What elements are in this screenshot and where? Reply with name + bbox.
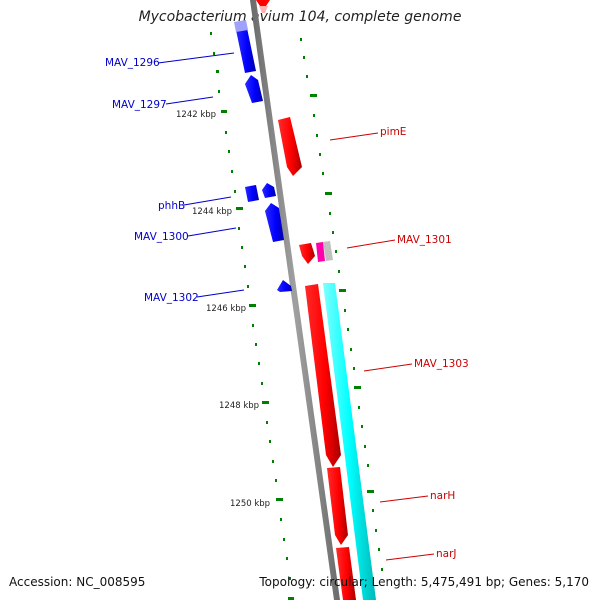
gene-MAV_1296 (236, 28, 256, 73)
gene-label-phhB[interactable]: phhB (158, 200, 185, 212)
gene-label-MAV_1296[interactable]: MAV_1296 (105, 57, 160, 69)
feature-pink (316, 242, 325, 262)
right-tick-track (300, 38, 383, 571)
genome-summary-text: Topology: circular; Length: 5,475,491 bp… (259, 575, 589, 589)
gene-MAV_1296-light (234, 20, 248, 32)
forward-label-lines (329, 132, 435, 561)
gene-label-narH[interactable]: narH (430, 490, 455, 502)
reverse-label-lines (157, 52, 245, 298)
accession-text: Accession: NC_008595 (9, 575, 146, 589)
gene-label-MAV_1300[interactable]: MAV_1300 (134, 231, 189, 243)
gene-MAV_1301 (299, 243, 315, 264)
gene-phhB-a (245, 185, 259, 202)
gene-label-MAV_1303[interactable]: MAV_1303 (414, 358, 469, 370)
gene-label-MAV_1302[interactable]: MAV_1302 (144, 292, 199, 304)
gene-MAV_1300 (265, 203, 284, 242)
kbp-label-1250: 1250 kbp (230, 499, 270, 509)
partial-gene-top-pink (259, 6, 268, 13)
kbp-label-1244: 1244 kbp (192, 207, 232, 217)
feature-gray (323, 241, 333, 261)
genome-backbone (250, 0, 340, 600)
gene-label-MAV_1301[interactable]: MAV_1301 (397, 234, 452, 246)
gene-MAV_1297 (245, 75, 263, 103)
map-title: Mycobacterium avium 104, complete genome (138, 9, 462, 25)
left-tick-track (210, 32, 294, 600)
kbp-label-1242: 1242 kbp (176, 110, 216, 120)
secondary-track-cyan (323, 283, 376, 600)
kbp-label-1248: 1248 kbp (219, 401, 259, 411)
gene-MAV_1303 (305, 284, 341, 467)
partial-gene-top (256, 0, 270, 6)
gene-label-narJ[interactable]: narJ (436, 548, 457, 560)
gene-label-pimE[interactable]: pimE (380, 126, 406, 138)
gene-narJ (336, 547, 356, 600)
gene-MAV_1302 (277, 280, 292, 292)
gene-label-MAV_1297[interactable]: MAV_1297 (112, 99, 167, 111)
gene-phhB-b (262, 183, 276, 198)
gene-pimE (278, 117, 302, 176)
kbp-label-1246: 1246 kbp (206, 304, 246, 314)
gene-narH (327, 467, 348, 545)
